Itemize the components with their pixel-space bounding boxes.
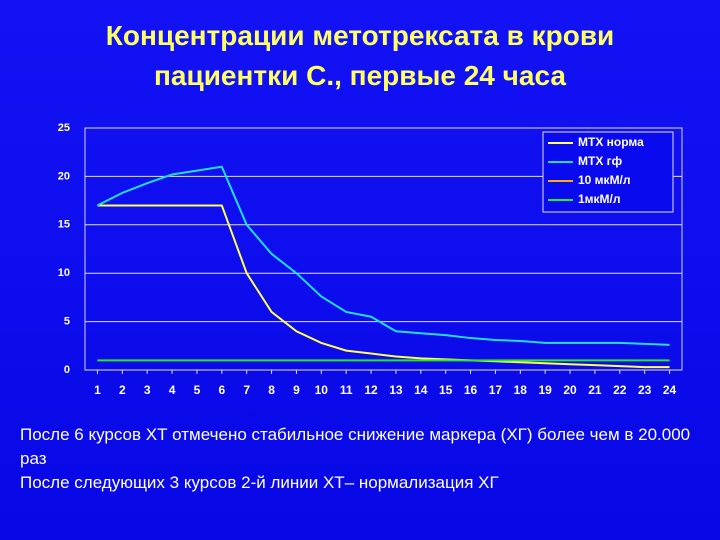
y-tick-label: 20 (58, 170, 70, 182)
chart-title: Концентрации метотрексата в крови пациен… (105, 20, 615, 91)
series-line (96, 165, 670, 346)
x-tick-label: 6 (218, 383, 225, 397)
x-tick-label: 22 (613, 383, 627, 397)
x-tick-label: 21 (588, 383, 602, 397)
x-tick-label: 3 (144, 383, 151, 397)
x-tick-label: 9 (293, 383, 300, 397)
notes: После 6 курсов ХТ отмечено стабильное сн… (20, 423, 710, 495)
note: После 6 курсов ХТ отмечено стабильное сн… (20, 425, 691, 468)
x-tick-label: 10 (315, 383, 329, 397)
x-tick-label: 16 (464, 383, 478, 397)
x-tick-label: 20 (563, 383, 577, 397)
x-tick-label: 2 (119, 383, 126, 397)
x-tick-label: 18 (514, 383, 528, 397)
x-tick-label: 4 (169, 383, 176, 397)
y-tick-label: 5 (64, 316, 70, 328)
series-line (97, 204, 670, 369)
y-tick-label: 25 (58, 122, 70, 134)
note: После следующих 3 курсов 2-й линии ХТ– н… (20, 473, 499, 492)
x-tick-label: 12 (364, 383, 378, 397)
x-tick-label: 17 (489, 383, 503, 397)
x-tick-label: 15 (439, 383, 453, 397)
x-tick-label: 24 (663, 383, 677, 397)
x-tick-label: 11 (340, 383, 353, 397)
y-tick-label: 0 (64, 364, 70, 376)
legend-label: 1мкМ/л (578, 192, 621, 206)
x-tick-label: 19 (539, 383, 553, 397)
x-tick-label: 13 (389, 383, 403, 397)
x-tick-label: 8 (268, 383, 275, 397)
x-tick-label: 23 (638, 383, 652, 397)
legend-label: МТХ гф (578, 154, 623, 168)
legend-box (542, 131, 674, 213)
legend-label: 10 мкМ/л (578, 173, 631, 187)
x-tick-label: 1 (94, 383, 101, 397)
x-tick-label: 14 (414, 383, 428, 397)
legend-label: МТХ норма (578, 135, 644, 149)
y-tick-label: 10 (58, 267, 70, 279)
y-tick-label: 15 (58, 219, 70, 231)
x-tick-label: 7 (243, 383, 250, 397)
x-tick-label: 5 (194, 383, 201, 397)
